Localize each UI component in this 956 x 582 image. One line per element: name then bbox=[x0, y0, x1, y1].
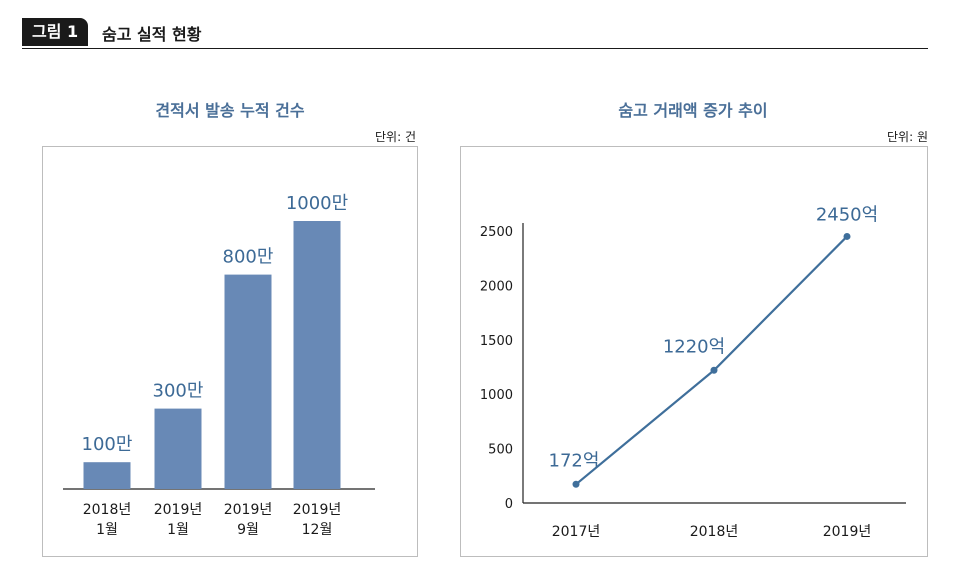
bar-value-label: 100만 bbox=[82, 434, 133, 455]
header-divider bbox=[22, 48, 928, 49]
data-point bbox=[710, 366, 718, 374]
data-point bbox=[572, 480, 580, 488]
series-line bbox=[575, 235, 848, 486]
x-tick-label: 2018년 bbox=[83, 502, 132, 518]
y-tick-label: 2000 bbox=[480, 279, 513, 294]
x-tick-label: 1월 bbox=[96, 522, 118, 538]
y-tick-label: 500 bbox=[488, 443, 513, 458]
bar-chart-unit: 단위: 건 bbox=[375, 130, 416, 144]
bar-chart: 100만 2018년 1월 300만 2019년 1월 800만 2019년 9월 1000만 20… bbox=[63, 193, 375, 538]
y-tick-label: 1000 bbox=[480, 388, 513, 403]
x-tick-label: 1월 bbox=[167, 522, 189, 538]
bar-value-label: 800만 bbox=[223, 247, 274, 268]
bar bbox=[293, 221, 341, 489]
line-chart: 0 500 1000 1500 2000 2500 172억 2017년 1220억 2018년 2… bbox=[480, 204, 906, 540]
y-tick-label: 1500 bbox=[480, 334, 513, 349]
figure-header: 그림 1 숨고 실적 현황 bbox=[22, 18, 928, 50]
bar-chart-panel: 100만 2018년 1월 300만 2019년 1월 800만 2019년 9월 1000만 20… bbox=[42, 146, 418, 557]
x-tick-label: 2019년 bbox=[293, 502, 342, 518]
bar bbox=[154, 408, 202, 489]
x-tick-label: 2019년 bbox=[224, 502, 273, 518]
line-chart-title: 숨고 거래액 증가 추이 bbox=[618, 101, 768, 120]
y-tick-label: 2500 bbox=[480, 225, 513, 240]
point-value-label: 2450억 bbox=[816, 204, 878, 225]
bar-chart-title: 견적서 발송 누적 건수 bbox=[155, 101, 305, 120]
x-tick-label: 2019년 bbox=[823, 524, 872, 540]
bar bbox=[83, 462, 131, 489]
line-chart-unit: 단위: 원 bbox=[887, 130, 928, 144]
bar-value-label: 1000만 bbox=[286, 193, 348, 214]
bar bbox=[224, 274, 272, 489]
x-tick-label: 2019년 bbox=[154, 502, 203, 518]
x-tick-label: 2018년 bbox=[690, 524, 739, 540]
line-chart-panel: 0 500 1000 1500 2000 2500 172억 2017년 1220억 2018년 2… bbox=[460, 146, 928, 557]
x-tick-label: 12월 bbox=[302, 522, 333, 538]
figure-badge: 그림 1 bbox=[22, 18, 89, 46]
y-tick-label: 0 bbox=[505, 497, 513, 512]
point-value-label: 172억 bbox=[549, 450, 600, 471]
data-point bbox=[843, 232, 851, 240]
bar-value-label: 300만 bbox=[153, 381, 204, 402]
point-value-label: 1220억 bbox=[663, 336, 725, 357]
figure-title: 숨고 실적 현황 bbox=[102, 25, 202, 44]
x-tick-label: 9월 bbox=[237, 522, 259, 538]
x-tick-label: 2017년 bbox=[552, 524, 601, 540]
